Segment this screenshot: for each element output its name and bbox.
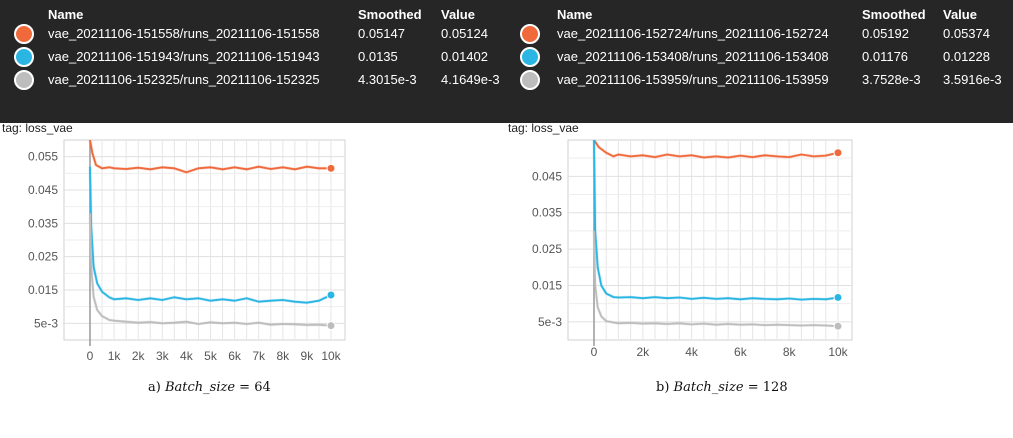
series-color-dot (520, 69, 540, 90)
chart-panel-a: 5e-3 0.015 0.025 0.035 0.045 0.055 0 1k 2k 3k 4k 5k… (0, 0, 506, 438)
x-tick-label: 0 (591, 345, 598, 359)
series-line (89, 140, 331, 174)
col-header-value: Value (943, 7, 977, 22)
x-tick-label: 2k (132, 349, 146, 363)
col-header-value: Value (441, 7, 475, 22)
y-tick-label: 0.015 (28, 283, 58, 297)
chart-a: 5e-3 0.015 0.025 0.035 0.045 0.055 0 1k 2k 3k 4k 5k… (28, 139, 346, 363)
col-header-name: Name (557, 7, 593, 22)
series-end-point (326, 163, 336, 173)
caption-value: = 64 (239, 380, 271, 395)
smoothed-value: 0.0135 (358, 49, 398, 64)
raw-value: 0.05374 (943, 26, 990, 41)
series-end-point (833, 321, 843, 331)
y-tick-label: 0.025 (28, 250, 58, 264)
smoothed-value: 0.01176 (862, 49, 909, 64)
x-tick-label: 8k (276, 349, 290, 363)
y-tick-label: 0.035 (532, 206, 562, 220)
series-line (593, 140, 839, 159)
smoothed-value: 0.05147 (358, 26, 405, 41)
x-tick-label: 2k (636, 345, 650, 359)
tooltip-row: vae_20211106-151943/runs_20211106-151943… (14, 45, 500, 68)
series-line (89, 166, 332, 304)
plot-frame (567, 139, 853, 341)
y-tick-label: 0.045 (28, 183, 58, 197)
raw-value: 0.01228 (943, 49, 990, 64)
smoothed-value: 4.3015e-3 (358, 72, 417, 87)
tooltip-row: vae_20211106-152724/runs_20211106-152724… (520, 22, 1002, 45)
raw-value: 3.5916e-3 (943, 72, 1002, 87)
raw-value: 0.01402 (441, 49, 488, 64)
col-header-name: Name (48, 7, 84, 22)
tooltip-row: vae_20211106-153408/runs_20211106-153408… (520, 45, 1002, 68)
series-line (593, 140, 839, 301)
run-name: vae_20211106-152325/runs_20211106-152325 (48, 72, 320, 87)
col-header-smoothed: Smoothed (862, 7, 926, 22)
tag-label: tag: loss_vae (2, 121, 73, 135)
y-tick-label: 0.045 (532, 169, 562, 183)
y-tick-label: 0.015 (532, 278, 562, 292)
x-tick-label: 4k (685, 345, 699, 359)
x-tick-label: 9k (301, 349, 315, 363)
caption: a) Batch_size = 64 (148, 380, 271, 395)
tooltip: Name Smoothed Value vae_20211106-151558/… (0, 0, 506, 123)
x-tick-label: 6k (228, 349, 242, 363)
smoothed-value: 0.05192 (862, 26, 909, 41)
x-tick-label: 6k (734, 345, 748, 359)
x-tick-label: 1k (108, 349, 122, 363)
run-name: vae_20211106-153408/runs_20211106-153408 (557, 49, 829, 64)
x-tick-label: 7k (252, 349, 266, 363)
caption-value: = 128 (747, 380, 788, 395)
y-tick-label: 0.025 (532, 242, 562, 256)
caption: b) Batch_size = 128 (656, 380, 788, 395)
y-tick-label: 0.035 (28, 216, 58, 230)
run-name: vae_20211106-151558/runs_20211106-151558 (48, 26, 320, 41)
x-tick-label: 5k (204, 349, 218, 363)
series-color-dot (14, 46, 34, 67)
run-name: vae_20211106-151943/runs_20211106-151943 (48, 49, 320, 64)
series-end-point (326, 321, 336, 331)
y-tick-label: 5e-3 (34, 316, 58, 330)
series-end-point (833, 292, 843, 302)
tooltip-row: vae_20211106-151558/runs_20211106-151558… (14, 22, 500, 45)
tooltip-row: vae_20211106-152325/runs_20211106-152325… (14, 68, 500, 91)
raw-value: 0.05124 (441, 26, 488, 41)
series-color-dot (520, 46, 540, 67)
caption-variable: Batch_size (164, 380, 236, 395)
caption-prefix: b) (656, 380, 670, 395)
chart-b: 5e-3 0.015 0.025 0.035 0.045 0 2k 4k 6k 8k 10k (532, 139, 853, 359)
raw-value: 4.1649e-3 (441, 72, 500, 87)
x-tick-label: 3k (156, 349, 170, 363)
series-color-dot (14, 23, 34, 44)
series-end-point (833, 148, 843, 158)
series-line (89, 213, 332, 327)
series-color-dot (520, 23, 540, 44)
y-tick-label: 0.055 (28, 150, 58, 164)
col-header-smoothed: Smoothed (358, 7, 422, 22)
x-tick-label: 10k (321, 349, 341, 363)
smoothed-value: 3.7528e-3 (862, 72, 921, 87)
y-tick-label: 5e-3 (538, 315, 562, 329)
x-tick-label: 10k (828, 345, 848, 359)
x-tick-label: 0 (87, 349, 94, 363)
series-line (593, 230, 839, 328)
tooltip-row: vae_20211106-153959/runs_20211106-153959… (520, 68, 1002, 91)
caption-variable: Batch_size (673, 380, 744, 395)
run-name: vae_20211106-152724/runs_20211106-152724 (557, 26, 829, 41)
caption-prefix: a) (148, 380, 161, 395)
series-color-dot (14, 69, 34, 90)
x-tick-label: 4k (180, 349, 194, 363)
tooltip: Name Smoothed Value vae_20211106-152724/… (506, 0, 1013, 123)
tag-label: tag: loss_vae (508, 121, 579, 135)
x-tick-label: 8k (783, 345, 797, 359)
series-end-point (326, 290, 336, 300)
run-name: vae_20211106-153959/runs_20211106-153959 (557, 72, 829, 87)
